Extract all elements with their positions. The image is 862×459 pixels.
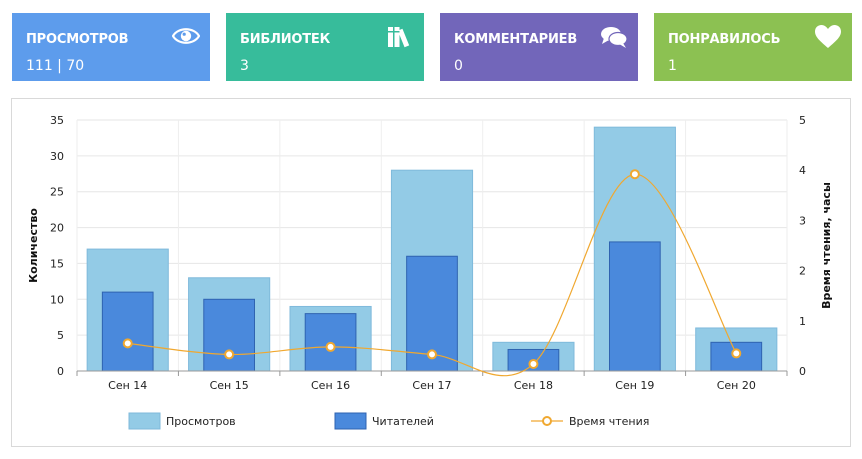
y2-tick-label: 0 xyxy=(799,365,806,378)
bar-readers xyxy=(101,291,154,372)
legend-label: Просмотров xyxy=(166,415,236,428)
y2-tick-label: 3 xyxy=(799,214,806,227)
y-tick-label: 0 xyxy=(57,365,64,378)
stat-card-label: ПОНРАВИЛОСЬ xyxy=(668,32,781,47)
point-reading-time xyxy=(528,358,539,369)
bar-readers xyxy=(609,241,661,372)
point-reading-time xyxy=(427,349,437,360)
y-tick-label: 35 xyxy=(50,114,64,127)
y-tick-label: 20 xyxy=(50,222,64,235)
books-icon xyxy=(388,27,410,48)
point-reading-time xyxy=(731,348,742,359)
y2-tick-label: 4 xyxy=(799,164,806,177)
y-tick-label: 5 xyxy=(57,329,64,342)
point-reading-time xyxy=(122,338,133,349)
stat-card-libraries: БИБЛИОТЕК 3 xyxy=(226,13,424,81)
y-tick-label: 10 xyxy=(50,293,64,306)
stat-card-value: 3 xyxy=(240,58,249,74)
x-tick-label: Сен 19 xyxy=(615,379,654,392)
y2-tick-label: 2 xyxy=(799,265,806,278)
combo-chart: 0 5 10 15 20 25 30 35 0 1 2 3 4 5 Количество Время чтен… xyxy=(27,114,833,430)
point-reading-time xyxy=(224,349,235,360)
x-tick-label: Сен 20 xyxy=(717,379,756,392)
stat-card-views: ПРОСМОТРОВ 111 | 70 xyxy=(12,13,210,81)
stat-card-label: ПРОСМОТРОВ xyxy=(26,32,129,47)
point-reading-time xyxy=(325,341,336,352)
x-tick-label: Сен 17 xyxy=(412,379,451,392)
y2-tick-label: 5 xyxy=(799,114,806,127)
y2-axis-title: Время чтения, часы xyxy=(820,182,833,309)
x-tick-label: Сен 15 xyxy=(210,379,249,392)
legend-label: Читателей xyxy=(372,415,434,428)
line-reading-time xyxy=(127,173,737,377)
x-tick-label: Сен 18 xyxy=(514,379,553,392)
y-tick-label: 25 xyxy=(50,186,64,199)
point-reading-time xyxy=(629,169,640,180)
y-tick-label: 15 xyxy=(50,257,64,270)
stat-card-value: 111 | 70 xyxy=(26,58,85,74)
stat-card-label: КОММЕНТАРИЕВ xyxy=(454,32,578,47)
y-axis-title: Количество xyxy=(27,208,40,283)
legend-label: Время чтения xyxy=(569,415,649,428)
legend-swatch-readers xyxy=(334,412,367,430)
stat-card-value: 0 xyxy=(454,58,463,74)
legend-swatch-views xyxy=(128,412,161,430)
comments-icon xyxy=(601,27,628,48)
stat-card-likes: ПОНРАВИЛОСЬ 1 xyxy=(654,13,852,81)
heart-icon xyxy=(815,25,841,48)
chart-panel: 0 5 10 15 20 25 30 35 0 1 2 3 4 5 Количество Время чтен… xyxy=(11,98,851,447)
stat-card-label: БИБЛИОТЕК xyxy=(240,32,330,47)
y-tick-label: 30 xyxy=(50,150,64,163)
stat-card-value: 1 xyxy=(668,58,677,74)
stat-card-comments: КОММЕНТАРИЕВ 0 xyxy=(440,13,638,81)
bar-readers xyxy=(203,298,256,372)
eye-icon xyxy=(172,28,200,44)
legend-marker-reading-time xyxy=(542,416,552,426)
y2-tick-label: 1 xyxy=(799,315,806,328)
x-tick-label: Сен 16 xyxy=(311,379,350,392)
x-tick-label: Сен 14 xyxy=(108,379,147,392)
